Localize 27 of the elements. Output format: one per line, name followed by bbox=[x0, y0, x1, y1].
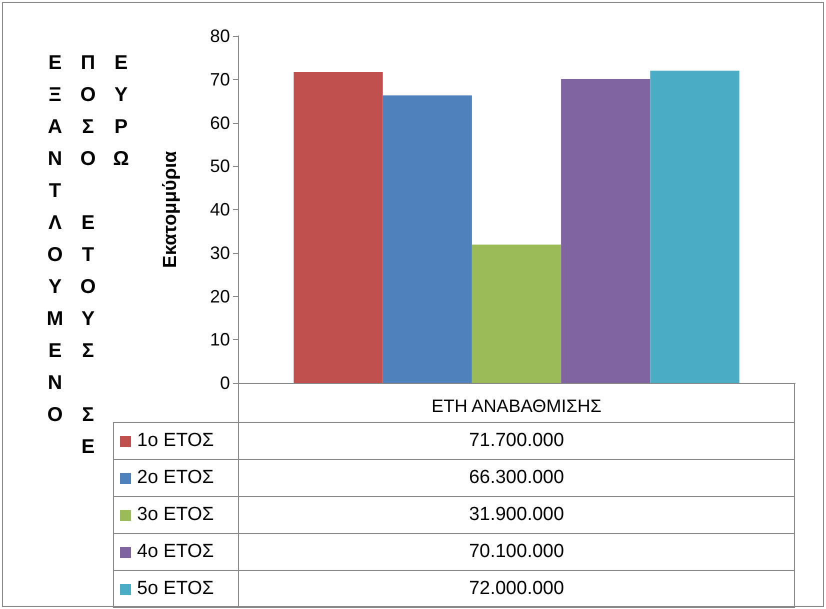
y-tick-label: 20 bbox=[210, 286, 230, 306]
legend-label: 2ο ΕΤΟΣ bbox=[137, 467, 214, 489]
y-tick-label: 80 bbox=[210, 26, 230, 46]
y-tick-label: 10 bbox=[210, 330, 230, 350]
y-tick-label: 60 bbox=[210, 112, 230, 133]
bar bbox=[561, 78, 650, 383]
legend-label: 4ο ΕΤΟΣ bbox=[137, 541, 214, 563]
legend-label: 5ο ΕΤΟΣ bbox=[137, 578, 214, 600]
bar bbox=[294, 72, 383, 383]
text: 70.100.000 bbox=[468, 541, 566, 563]
legend-label: 1ο ΕΤΟΣ bbox=[137, 430, 214, 452]
y-tick-label: 0 bbox=[220, 373, 230, 393]
y-axis-title: Εκατομμύρια bbox=[160, 150, 181, 268]
legend-label: 3ο ΕΤΟΣ bbox=[137, 504, 214, 526]
y-tick-label: 70 bbox=[210, 69, 230, 90]
text: 72.000.000 bbox=[468, 578, 566, 600]
text: ΕΞΑΝΤΛΟΥΜΕΝΟ ΠΟΣΟ ΕΤΟΥΣ ΣΕ ΕΥΡΩ bbox=[43, 52, 133, 470]
bar bbox=[382, 95, 472, 383]
text: 66.300.000 bbox=[468, 467, 566, 489]
y-tick-label: 30 bbox=[210, 242, 230, 263]
bar bbox=[650, 70, 740, 383]
bar bbox=[472, 244, 562, 383]
y-tick-label: 40 bbox=[210, 200, 230, 220]
x-tick-label: ΕΤΗ ΑΝΑΒΑΘΜΙΣΗΣ bbox=[432, 396, 602, 416]
text: 31.900.000 bbox=[468, 504, 566, 526]
y-tick-label: 50 bbox=[210, 156, 230, 176]
text: 71.700.000 bbox=[468, 430, 566, 452]
